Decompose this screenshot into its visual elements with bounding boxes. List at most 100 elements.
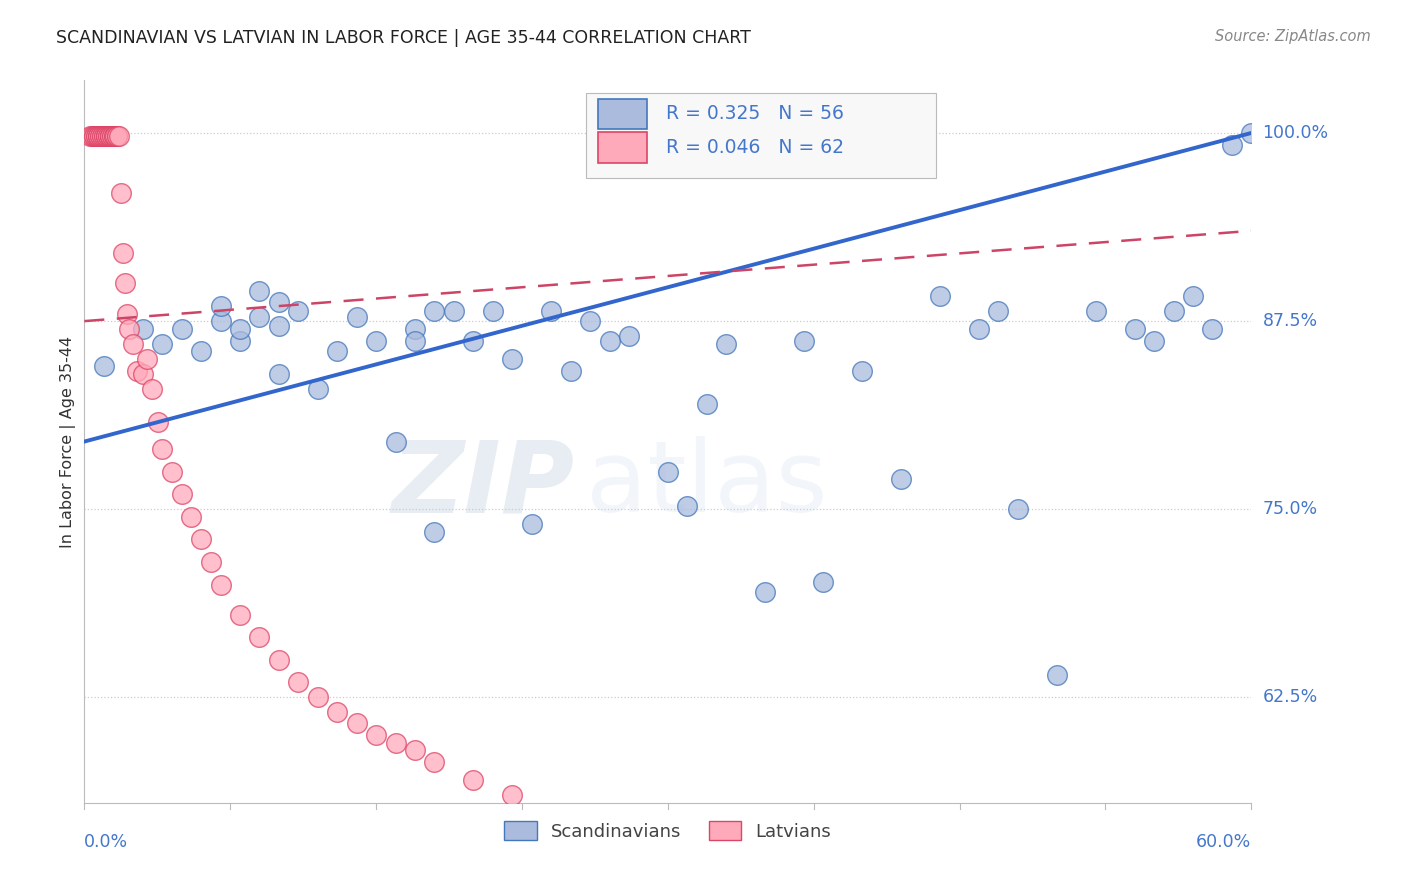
Point — [501, 351, 523, 366]
Point — [93, 128, 115, 143]
Point — [1163, 303, 1185, 318]
Point — [89, 128, 111, 143]
Point — [987, 303, 1010, 318]
Point — [148, 415, 170, 429]
Point — [200, 555, 222, 569]
Point — [94, 128, 117, 143]
Point — [100, 128, 122, 143]
Point — [540, 303, 562, 318]
Point — [100, 128, 122, 143]
Point — [98, 128, 121, 143]
Point — [326, 706, 349, 720]
Point — [560, 364, 582, 378]
Point — [83, 128, 105, 143]
Point — [404, 321, 426, 335]
Point — [967, 321, 990, 335]
Point — [229, 334, 252, 348]
Point — [209, 577, 232, 591]
Point — [103, 128, 125, 143]
Point — [190, 533, 212, 547]
Point — [1046, 668, 1069, 682]
Point — [851, 364, 873, 378]
Legend: Scandinavians, Latvians: Scandinavians, Latvians — [498, 814, 838, 848]
Point — [94, 128, 117, 143]
Y-axis label: In Labor Force | Age 35-44: In Labor Force | Age 35-44 — [60, 335, 76, 548]
Point — [287, 303, 309, 318]
FancyBboxPatch shape — [586, 93, 936, 178]
Point — [118, 321, 141, 335]
Point — [90, 128, 112, 143]
Point — [229, 321, 252, 335]
Point — [657, 465, 679, 479]
Point — [107, 128, 129, 143]
Point — [463, 773, 485, 788]
Point — [1240, 126, 1263, 140]
Point — [79, 128, 101, 143]
Point — [87, 128, 110, 143]
FancyBboxPatch shape — [598, 99, 647, 129]
Text: 75.0%: 75.0% — [1263, 500, 1317, 518]
Point — [346, 310, 368, 324]
Point — [423, 755, 446, 769]
Point — [423, 524, 446, 539]
Point — [135, 351, 157, 366]
Text: R = 0.325   N = 56: R = 0.325 N = 56 — [665, 104, 844, 123]
Point — [98, 128, 121, 143]
Point — [103, 128, 125, 143]
Point — [98, 128, 121, 143]
Point — [115, 307, 138, 321]
Point — [209, 314, 232, 328]
Point — [209, 299, 232, 313]
Point — [307, 690, 329, 705]
Point — [696, 397, 718, 411]
Point — [307, 382, 329, 396]
Point — [579, 314, 602, 328]
Point — [443, 303, 465, 318]
Point — [249, 630, 271, 644]
Point — [82, 128, 104, 143]
Point — [1201, 321, 1223, 335]
Point — [1007, 502, 1029, 516]
Point — [87, 128, 110, 143]
Point — [150, 336, 173, 351]
Point — [1220, 138, 1243, 153]
Point — [716, 336, 738, 351]
Point — [90, 128, 112, 143]
Point — [170, 321, 193, 335]
Point — [384, 434, 406, 449]
Point — [287, 675, 309, 690]
Point — [890, 472, 912, 486]
Point — [108, 128, 131, 143]
Point — [404, 334, 426, 348]
Point — [107, 128, 129, 143]
Point — [267, 367, 290, 381]
Point — [1143, 334, 1166, 348]
Point — [112, 246, 135, 260]
Point — [150, 442, 173, 456]
Point — [84, 128, 107, 143]
Text: SCANDINAVIAN VS LATVIAN IN LABOR FORCE | AGE 35-44 CORRELATION CHART: SCANDINAVIAN VS LATVIAN IN LABOR FORCE |… — [56, 29, 751, 46]
Point — [170, 487, 193, 501]
Point — [267, 294, 290, 309]
Text: atlas: atlas — [586, 436, 828, 533]
Point — [132, 367, 155, 381]
Point — [267, 318, 290, 333]
Point — [104, 128, 127, 143]
Point — [110, 186, 132, 201]
Point — [676, 500, 699, 514]
Point — [132, 321, 155, 335]
Point — [84, 128, 107, 143]
Point — [190, 344, 212, 359]
Text: R = 0.046   N = 62: R = 0.046 N = 62 — [665, 138, 844, 157]
Text: Source: ZipAtlas.com: Source: ZipAtlas.com — [1215, 29, 1371, 44]
Text: 62.5%: 62.5% — [1263, 689, 1317, 706]
Point — [793, 334, 815, 348]
Point — [229, 607, 252, 622]
Point — [267, 653, 290, 667]
Point — [366, 728, 388, 742]
Point — [501, 789, 523, 803]
Point — [249, 284, 271, 298]
Point — [366, 334, 388, 348]
Text: 100.0%: 100.0% — [1263, 124, 1329, 142]
Text: 0.0%: 0.0% — [84, 833, 128, 851]
